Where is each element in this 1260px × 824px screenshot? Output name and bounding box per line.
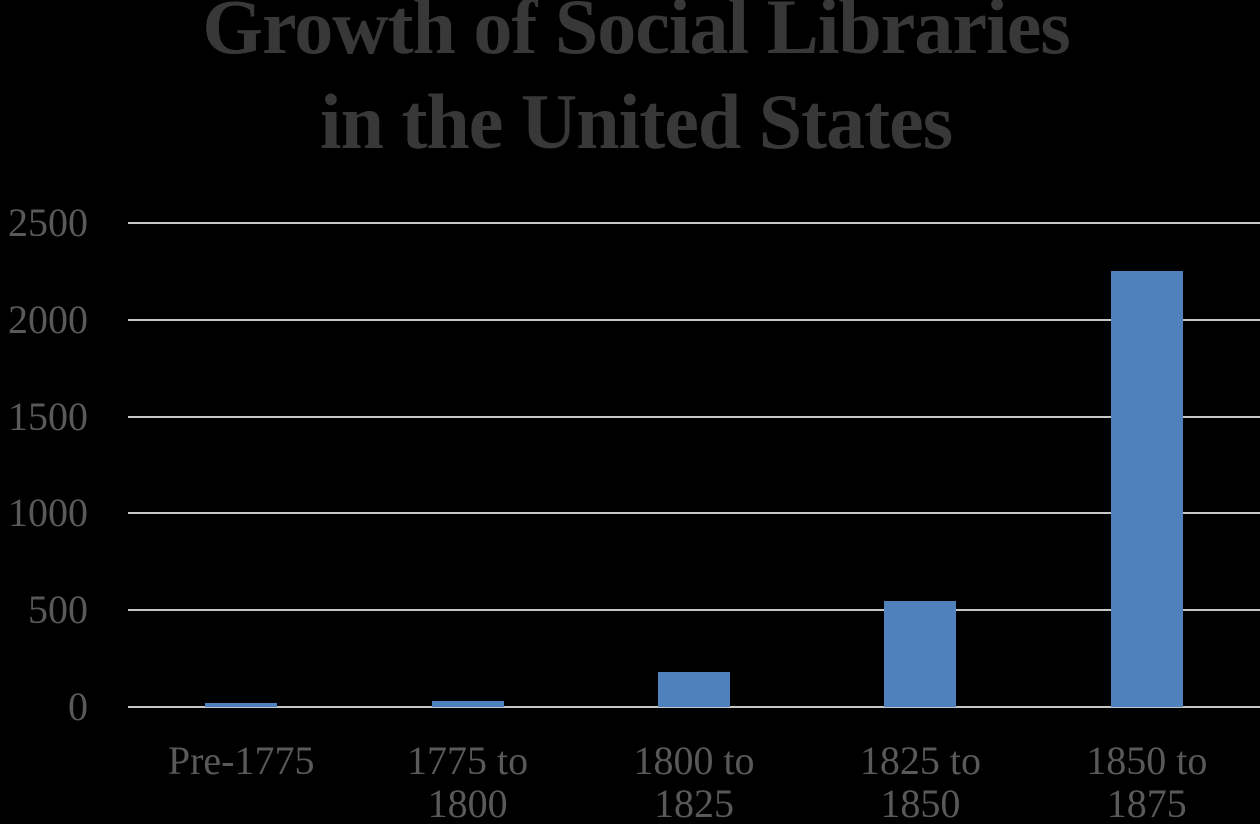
bar-3	[658, 672, 730, 707]
x-category-label-3: 1800 to 1825	[633, 738, 755, 824]
gridline-0	[128, 706, 1260, 708]
y-axis-labels: 0 500 1000 1500 2000 2500	[0, 0, 128, 824]
chart-title-line-2: in the United States	[319, 78, 953, 165]
bar-1	[205, 703, 278, 707]
bar-2	[431, 701, 504, 707]
x-category-label-2: 1775 to 1800	[407, 738, 529, 824]
y-tick-label-1000: 1000	[8, 490, 88, 536]
chart-title-line-1: Growth of Social Libraries	[202, 0, 1070, 70]
bar-4	[884, 600, 957, 707]
gridline-2500	[128, 222, 1260, 224]
y-tick-label-0: 0	[68, 684, 88, 729]
y-tick-label-1500: 1500	[8, 393, 88, 439]
plot-area	[128, 222, 1260, 708]
y-tick-label-2000: 2000	[8, 296, 88, 342]
gridline-500	[128, 609, 1260, 612]
x-category-label-4: 1825 to 1850	[859, 738, 981, 824]
y-tick-label-2500: 2500	[8, 200, 88, 245]
gridline-2000	[128, 318, 1260, 321]
y-tick-label-500: 500	[28, 587, 88, 633]
chart-title: Growth of Social Libraries in the United…	[6, 0, 1260, 169]
gridline-1500	[128, 415, 1260, 418]
x-category-label-5: 1850 to 1875	[1086, 738, 1208, 824]
bar-5	[1110, 271, 1183, 707]
gridline-1000	[128, 512, 1260, 515]
x-category-label-1: Pre-1775	[167, 738, 315, 783]
